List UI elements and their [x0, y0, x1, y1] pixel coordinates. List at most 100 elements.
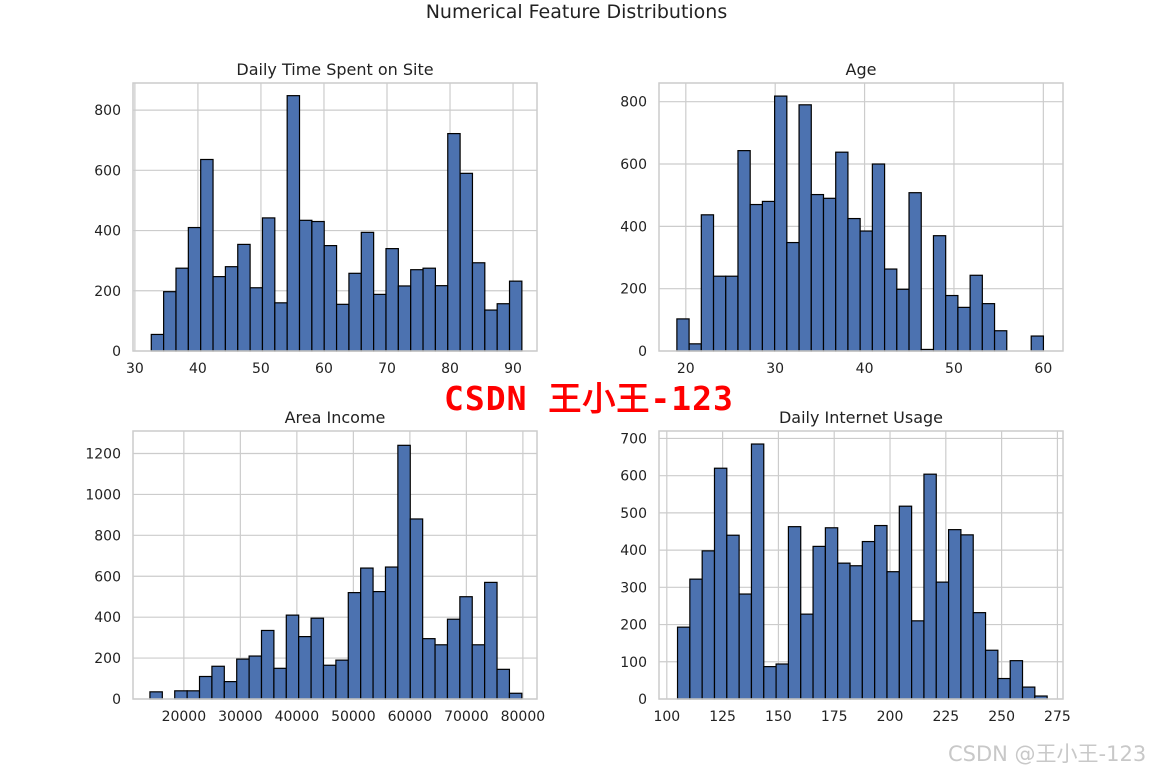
- y-tick-label: 300: [620, 580, 647, 596]
- y-tick-label: 0: [112, 344, 121, 360]
- histogram-bar: [981, 303, 996, 352]
- panel-title: Area Income: [285, 408, 386, 427]
- histogram-bar: [360, 231, 375, 352]
- y-tick-label: 0: [638, 692, 647, 708]
- x-tick-label: 20000: [162, 709, 207, 725]
- histogram-bar: [484, 581, 498, 700]
- histogram-bar: [310, 617, 325, 700]
- histogram-bar: [384, 566, 399, 700]
- histogram-bar: [174, 690, 188, 700]
- histogram-bar: [347, 592, 362, 700]
- histogram-bar: [422, 267, 437, 352]
- axes-frame: [658, 430, 1064, 700]
- x-tick-label: 30000: [218, 709, 263, 725]
- histogram-bar: [249, 287, 264, 352]
- y-tick-label: 200: [620, 282, 647, 298]
- x-tick-label: 200: [877, 709, 904, 725]
- histogram-bar: [311, 220, 325, 352]
- histogram-bar: [750, 443, 765, 700]
- x-tick-label: 40: [856, 361, 874, 377]
- x-tick-label: 50000: [331, 709, 376, 725]
- histogram-bar: [385, 248, 399, 352]
- histogram-bar: [713, 467, 728, 700]
- histogram-bar: [471, 644, 486, 700]
- x-tick-label: 60: [1034, 361, 1052, 377]
- y-tick-label: 0: [638, 344, 647, 360]
- histogram-bar: [763, 666, 777, 700]
- histogram-bar: [163, 291, 177, 352]
- histogram-bar: [822, 197, 837, 352]
- histogram-bar: [434, 644, 449, 700]
- histogram-bar: [824, 527, 839, 700]
- x-tick-label: 80: [441, 361, 459, 377]
- histogram-bar: [960, 534, 974, 700]
- histogram-bar: [422, 638, 436, 700]
- histogram-bar: [835, 151, 849, 352]
- watermark-red: CSDN 王小王-123: [444, 379, 734, 418]
- y-tick-label: 600: [94, 163, 121, 179]
- histogram-bar: [886, 571, 900, 700]
- histogram-panel: Daily Internet Usage 100 125 150 175 200 225 25…: [620, 408, 1071, 725]
- histogram-bar: [1021, 686, 1036, 700]
- x-tick-label: 50: [945, 361, 963, 377]
- y-tick-label: 400: [94, 610, 121, 626]
- x-tick-label: 30: [126, 361, 144, 377]
- x-tick-label: 20: [677, 361, 695, 377]
- y-tick-label: 800: [94, 103, 121, 119]
- histogram-bar: [286, 95, 301, 352]
- x-tick-label: 40: [189, 361, 207, 377]
- histogram-bar: [335, 659, 349, 700]
- histogram-bar: [397, 285, 412, 352]
- histogram-bar: [198, 675, 213, 700]
- histogram-bar: [957, 306, 971, 352]
- histogram-bar: [701, 550, 716, 700]
- histogram-bar: [508, 280, 523, 352]
- histogram-panel: Daily Time Spent on Site 30 40 50 60 70 80 90 0 2…: [94, 60, 538, 377]
- histogram-bar: [175, 267, 189, 352]
- histogram-bar: [969, 274, 983, 352]
- x-tick-label: 250: [988, 709, 1015, 725]
- x-tick-label: 175: [821, 709, 848, 725]
- histogram-bar: [484, 309, 498, 352]
- histogram-bar: [496, 303, 511, 352]
- histogram-bar: [738, 593, 753, 700]
- histogram-bar: [434, 285, 449, 352]
- x-tick-label: 90: [504, 361, 522, 377]
- histogram-bar: [874, 524, 888, 700]
- histogram-bar: [726, 534, 740, 700]
- histogram-bar: [923, 473, 937, 700]
- histogram-bar: [323, 245, 338, 352]
- histogram-bar: [712, 275, 727, 352]
- histogram-bar: [984, 649, 999, 700]
- histogram-bar: [360, 567, 374, 700]
- histogram-bar: [787, 526, 802, 700]
- histogram-bar: [859, 230, 873, 352]
- histogram-bar: [186, 690, 201, 700]
- y-tick-label: 400: [620, 219, 647, 235]
- histogram-bar: [935, 581, 950, 700]
- y-tick-label: 600: [94, 569, 121, 585]
- histogram-bar: [459, 172, 474, 352]
- x-tick-label: 60: [315, 361, 333, 377]
- histogram-bar: [471, 262, 486, 352]
- histogram-bar: [688, 343, 702, 352]
- histogram-bar: [372, 590, 387, 700]
- axes-frame: [132, 430, 538, 700]
- histogram-bar: [285, 614, 300, 700]
- histogram-bar: [200, 158, 214, 352]
- histogram-bar: [410, 269, 424, 352]
- histogram-panel: Area Income 20000 30000 40000 50000 60000 7000…: [85, 408, 545, 725]
- histogram-bar: [911, 620, 925, 700]
- histogram-bar: [774, 95, 788, 352]
- histogram-bar: [409, 518, 424, 700]
- y-tick-label: 200: [94, 651, 121, 667]
- x-tick-label: 30: [766, 361, 784, 377]
- y-tick-label: 1000: [85, 487, 121, 503]
- y-tick-label: 800: [94, 528, 121, 544]
- y-tick-label: 200: [94, 284, 121, 300]
- histogram-bar: [1009, 660, 1024, 700]
- x-tick-label: 70: [378, 361, 396, 377]
- histogram-bar: [273, 667, 287, 700]
